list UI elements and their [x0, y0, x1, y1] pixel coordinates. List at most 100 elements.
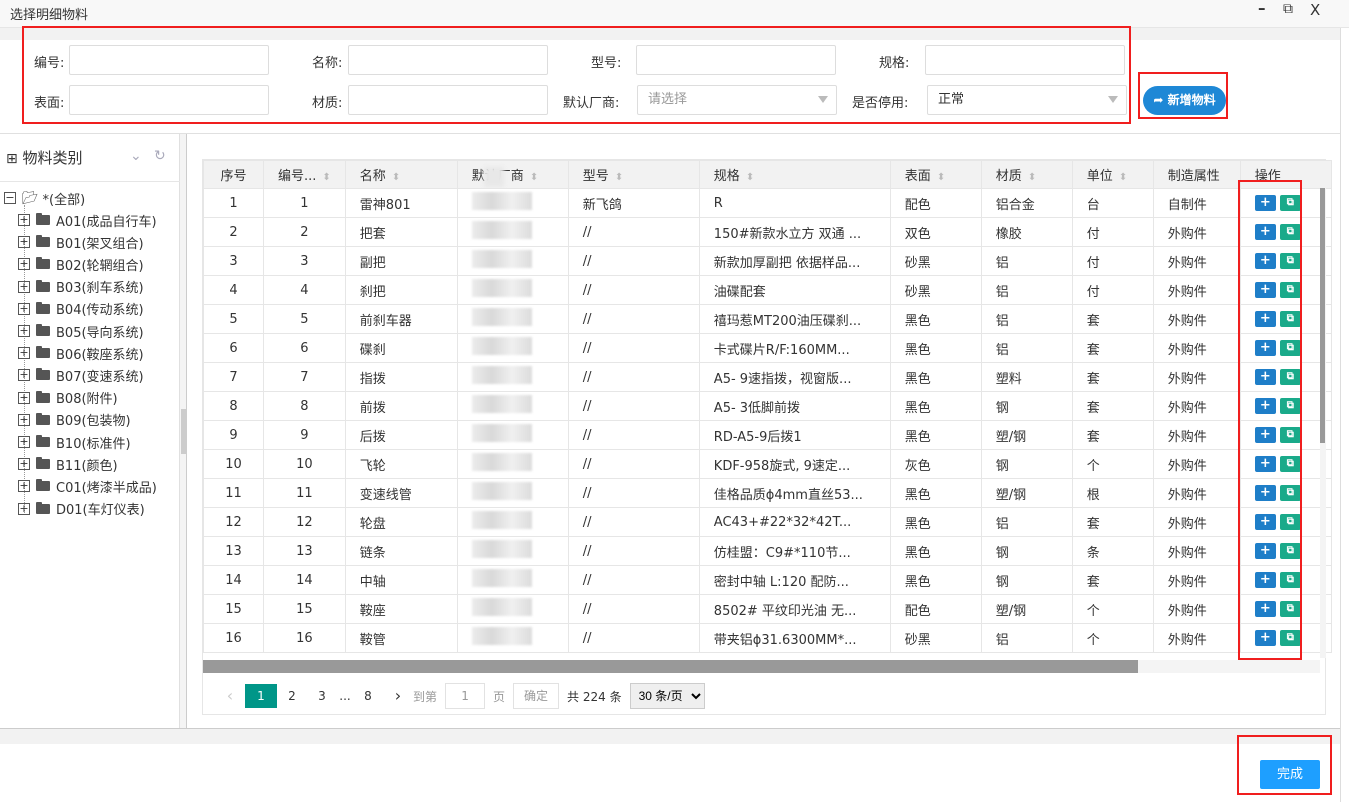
- expand-icon[interactable]: +: [18, 213, 30, 226]
- table-row[interactable]: 6 6 碟刹//卡式碟片R/F:160MM... 黑色铝套外购件 + ⧉: [203, 333, 1332, 363]
- page-size-select[interactable]: 30 条/页: [629, 683, 705, 709]
- expand-icon[interactable]: +: [18, 301, 30, 315]
- edit-share-icon[interactable]: ⧉: [1279, 398, 1301, 414]
- add-icon[interactable]: +: [1254, 195, 1276, 211]
- spec-input[interactable]: [925, 45, 1125, 75]
- table-row[interactable]: 7 7 指拨//A5- 9速指拨，视窗版... 黑色 塑料套外购件 + ⧉: [203, 362, 1332, 392]
- column-header[interactable]: 规格 ⬍: [698, 160, 891, 189]
- page-8[interactable]: 8: [364, 689, 372, 703]
- add-icon[interactable]: +: [1254, 514, 1276, 530]
- goto-confirm-button[interactable]: 确定: [513, 683, 560, 709]
- model-input[interactable]: [636, 45, 836, 75]
- add-icon[interactable]: +: [1254, 456, 1276, 472]
- table-row[interactable]: 13 13 链条//仿桂盟：C9#*110节... 黑色钢条外购件 + ⧉: [203, 536, 1332, 566]
- edit-share-icon[interactable]: ⧉: [1279, 456, 1301, 472]
- column-header[interactable]: 材质 ⬍: [980, 160, 1073, 189]
- surface-input[interactable]: [69, 85, 269, 115]
- supplier-select[interactable]: 请选择: [637, 85, 837, 115]
- column-header[interactable]: 单位 ⬍: [1071, 160, 1154, 189]
- tree-item[interactable]: + B02(轮辋组合): [18, 253, 144, 275]
- table-row[interactable]: 4 4 刹把//油碟配套 砂黑铝付外购件 + ⧉: [203, 275, 1332, 305]
- expand-icon[interactable]: +: [18, 501, 30, 515]
- edit-share-icon[interactable]: ⧉: [1279, 311, 1301, 327]
- tree-item[interactable]: + B05(导向系统): [18, 320, 144, 342]
- add-material-button[interactable]: ➦ 新增物料: [1143, 86, 1226, 115]
- edit-share-icon[interactable]: ⧉: [1279, 224, 1301, 240]
- expand-icon[interactable]: +: [18, 390, 30, 404]
- horizontal-scrollbar[interactable]: [203, 660, 1320, 673]
- column-header[interactable]: 名称 ⬍: [344, 160, 458, 189]
- edit-share-icon[interactable]: ⧉: [1279, 572, 1301, 588]
- edit-share-icon[interactable]: ⧉: [1279, 369, 1301, 385]
- done-button[interactable]: 完成: [1260, 760, 1320, 789]
- expand-icon[interactable]: +: [18, 257, 30, 271]
- edit-share-icon[interactable]: ⧉: [1279, 543, 1301, 559]
- sort-icon[interactable]: ⬍: [391, 172, 401, 183]
- tree-item[interactable]: + B07(变速系统): [18, 364, 144, 386]
- sort-icon[interactable]: ⬍: [614, 172, 624, 183]
- edit-share-icon[interactable]: ⧉: [1279, 195, 1301, 211]
- tree-item[interactable]: + B06(鞍座系统): [18, 342, 144, 364]
- expand-icon[interactable]: +: [18, 435, 30, 448]
- next-page-icon[interactable]: ›: [394, 686, 402, 705]
- expand-icon[interactable]: +: [18, 324, 30, 337]
- expand-icon[interactable]: +: [18, 412, 30, 426]
- add-icon[interactable]: +: [1254, 601, 1276, 617]
- table-row[interactable]: 10 10 飞轮//KDF-958旋式, 9速定... 灰色钢个外购件 + ⧉: [203, 449, 1332, 479]
- expand-icon[interactable]: +: [18, 235, 30, 249]
- edit-share-icon[interactable]: ⧉: [1279, 282, 1301, 298]
- add-icon[interactable]: +: [1254, 253, 1276, 269]
- edit-share-icon[interactable]: ⧉: [1279, 485, 1301, 501]
- tree-item[interactable]: + B11(颜色): [18, 453, 118, 475]
- vertical-scrollbar[interactable]: [1320, 188, 1326, 658]
- edit-share-icon[interactable]: ⧉: [1279, 514, 1301, 530]
- add-icon[interactable]: +: [1254, 427, 1276, 443]
- collapse-icon[interactable]: −: [4, 191, 16, 204]
- table-row[interactable]: 5 5 前刹车器//禧玛惹MT200油压碟刹... 黑色铝套外购件 + ⧉: [203, 304, 1332, 334]
- table-row[interactable]: 16 16 鞍管//带夹铝ϕ31.6300MM*... 砂黑铝个外购件 + ⧉: [203, 623, 1332, 653]
- expand-icon[interactable]: +: [18, 279, 30, 293]
- column-header[interactable]: 型号 ⬍: [567, 160, 700, 189]
- add-icon[interactable]: +: [1254, 311, 1276, 327]
- add-icon[interactable]: +: [1254, 282, 1276, 298]
- table-row[interactable]: 1 1 雷神801 新飞鸽 R 配色 铝合金台自制件 + ⧉: [203, 188, 1332, 218]
- column-header[interactable]: 表面 ⬍: [889, 160, 982, 189]
- refresh-icon[interactable]: ↻: [154, 148, 166, 164]
- code-input[interactable]: [69, 45, 269, 75]
- column-header[interactable]: 默认厂商⬍: [456, 160, 569, 189]
- tree-item[interactable]: + B03(刹车系统): [18, 276, 144, 298]
- name-input[interactable]: [348, 45, 548, 75]
- table-row[interactable]: 14 14 中轴//密封中轴 L:120 配防... 黑色钢套外购件 + ⧉: [203, 565, 1332, 595]
- page-1[interactable]: 1: [245, 684, 277, 708]
- tree-item[interactable]: + A01(成品自行车): [18, 209, 157, 231]
- table-row[interactable]: 12 12 轮盘//AC43+#22*32*42T... 黑色铝套外购件 + ⧉: [203, 507, 1332, 537]
- expand-icon[interactable]: +: [18, 479, 30, 493]
- table-row[interactable]: 8 8 前拨//A5- 3低脚前拨 黑色钢套外购件 + ⧉: [203, 391, 1332, 421]
- table-row[interactable]: 15 15 鞍座//8502# 平纹印光油 无... 配色 塑/钢个外购件 + ⧉: [203, 594, 1332, 624]
- table-row[interactable]: 11 11 变速线管//佳格品质ϕ4mm直丝53... 黑色 塑/钢根外购件 + ⧉: [203, 478, 1332, 508]
- column-header[interactable]: 编号... ⬍: [263, 160, 346, 189]
- close-icon[interactable]: X: [1310, 1, 1321, 19]
- sort-icon[interactable]: ⬍: [529, 172, 539, 183]
- sort-icon[interactable]: ⬍: [1027, 172, 1037, 183]
- splitter[interactable]: [180, 134, 187, 728]
- prev-page-icon[interactable]: ‹: [226, 686, 234, 705]
- edit-share-icon[interactable]: ⧉: [1279, 427, 1301, 443]
- add-icon[interactable]: +: [1254, 224, 1276, 240]
- sort-icon[interactable]: ⬍: [745, 172, 755, 183]
- page-3[interactable]: 3: [318, 689, 326, 703]
- table-row[interactable]: 3 3 副把//新款加厚副把 依据样品... 砂黑铝付外购件 + ⧉: [203, 246, 1332, 276]
- edit-share-icon[interactable]: ⧉: [1279, 340, 1301, 356]
- tree-item-root[interactable]: − 📂︎ *(全部): [4, 187, 85, 209]
- edit-share-icon[interactable]: ⧉: [1279, 601, 1301, 617]
- add-icon[interactable]: +: [1254, 369, 1276, 385]
- edit-share-icon[interactable]: ⧉: [1279, 630, 1301, 646]
- expand-icon[interactable]: +: [18, 368, 30, 382]
- chevron-down-icon[interactable]: ⌄: [130, 148, 142, 164]
- table-row[interactable]: 2 2 把套//150#新款水立方 双通 ... 双色 橡胶付外购件 + ⧉: [203, 217, 1332, 247]
- tree-item[interactable]: + D01(车灯仪表): [18, 498, 145, 520]
- tree-item[interactable]: + C01(烤漆半成品): [18, 475, 157, 497]
- minimize-icon[interactable]: –: [1258, 0, 1266, 17]
- goto-page-input[interactable]: 1: [445, 683, 486, 709]
- table-row[interactable]: 9 9 后拨//RD-A5-9后拨1 黑色 塑/钢套外购件 + ⧉: [203, 420, 1332, 450]
